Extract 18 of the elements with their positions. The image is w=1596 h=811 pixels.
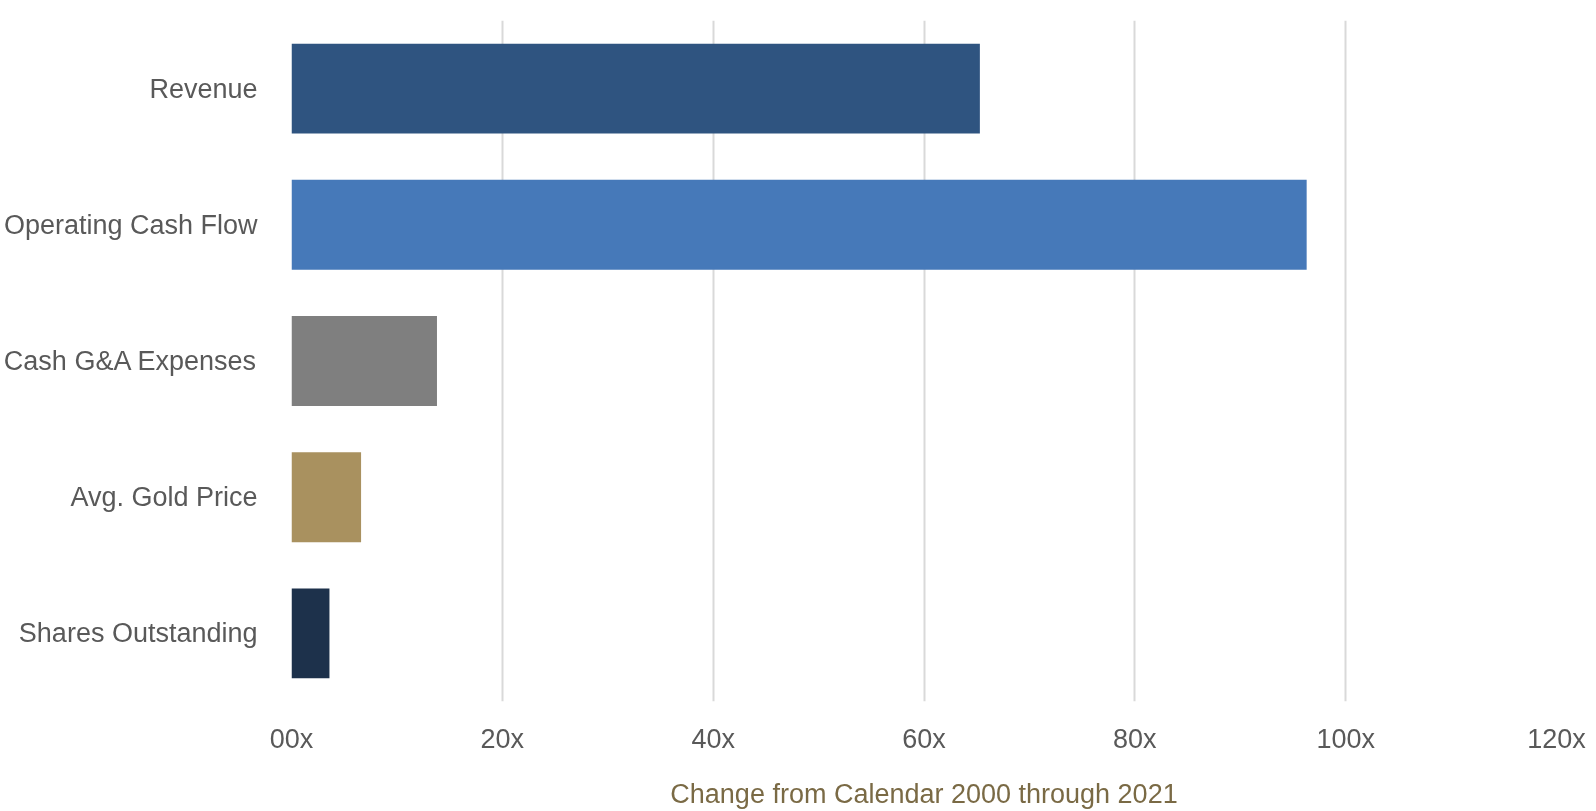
x-tick-label: 40x: [691, 723, 736, 754]
y-tick-label: Cash G&A Expenses: [3, 346, 257, 376]
x-tick-label: 60x: [902, 723, 947, 754]
y-tick-label: Avg. Gold Price: [70, 482, 258, 513]
x-tick-label: 100x: [1316, 723, 1376, 754]
bar: [291, 588, 330, 679]
bar: [291, 452, 362, 543]
y-tick-label: Revenue: [149, 73, 258, 104]
bar: [291, 316, 437, 406]
x-tick-label: 20x: [480, 723, 525, 754]
x-axis-title: Change from Calendar 2000 through 2021: [670, 778, 1178, 809]
x-tick-label: 120x: [1527, 723, 1587, 754]
x-tick-label: 00x: [269, 723, 314, 754]
x-tick-label: 80x: [1113, 723, 1158, 754]
bar: [291, 43, 980, 134]
y-tick-label: Shares Outstanding: [18, 618, 258, 649]
bar: [291, 179, 1307, 270]
y-tick-label: Operating Cash Flow: [3, 209, 258, 240]
